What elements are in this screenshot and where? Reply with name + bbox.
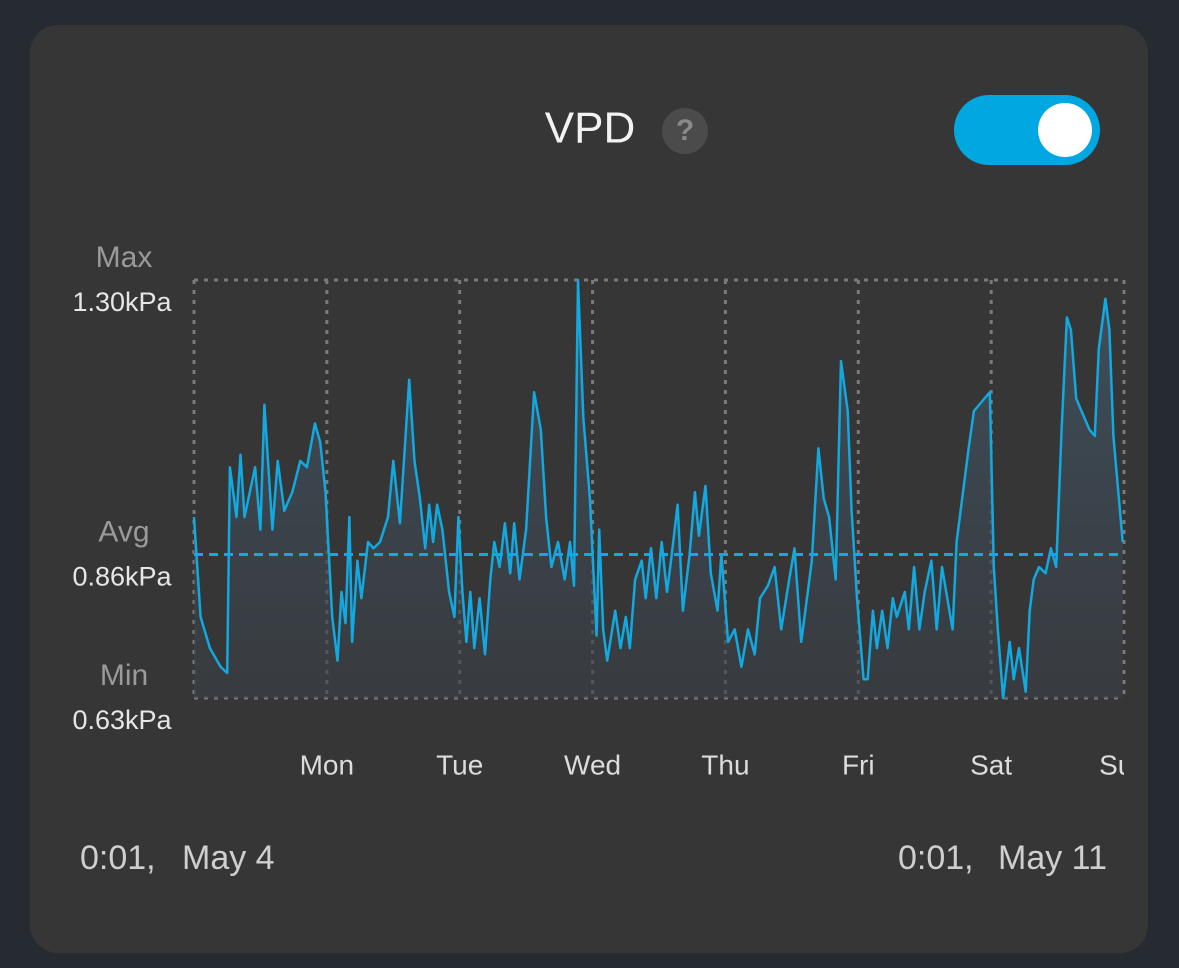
area bbox=[194, 280, 1123, 698]
range-end-date: May 11 bbox=[998, 839, 1107, 877]
y-tick-label: 0.63kPa bbox=[72, 705, 172, 735]
y-tick-name: Max bbox=[96, 241, 153, 274]
y-tick-name: Min bbox=[100, 659, 148, 692]
x-tick-label: Tue bbox=[436, 749, 483, 780]
help-mark[interactable]: ? bbox=[676, 114, 694, 147]
range-end-time: 0:01, bbox=[898, 839, 974, 877]
x-tick-label: Mon bbox=[300, 749, 354, 780]
chart-title: VPD bbox=[545, 104, 635, 153]
line bbox=[192, 278, 1124, 700]
help-icon[interactable] bbox=[662, 108, 708, 154]
y-tick-name: Avg bbox=[98, 515, 149, 548]
toggle-knob[interactable] bbox=[1038, 103, 1092, 157]
y-tick-label: 0.86kPa bbox=[72, 562, 172, 592]
x-tick-label: Fri bbox=[842, 749, 875, 780]
x-tick-label: Sat bbox=[970, 749, 1012, 780]
range-start-time: 0:01, bbox=[80, 839, 156, 877]
x-tick-label: Thu bbox=[701, 749, 749, 780]
toggle[interactable] bbox=[954, 95, 1100, 165]
x-tick-label: Sun bbox=[1099, 749, 1149, 780]
range-start-date: May 4 bbox=[182, 839, 275, 877]
x-tick-label: Wed bbox=[564, 749, 621, 780]
y-tick-label: 1.30kPa bbox=[72, 287, 172, 317]
